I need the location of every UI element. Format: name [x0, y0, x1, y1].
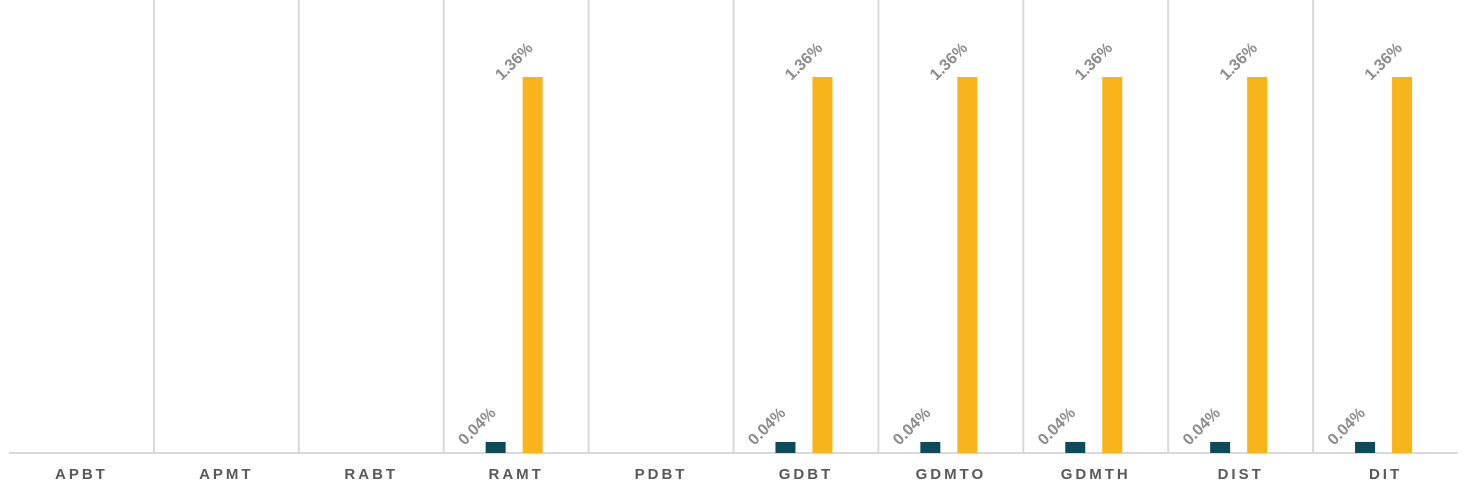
bar-series-2-gdmth [1102, 77, 1123, 453]
category-label-gdbt: GDBT [779, 466, 834, 483]
bar-series-2-gdmto [957, 77, 978, 453]
category-label-apmt: APMT [199, 466, 254, 483]
category-label-ramt: RAMT [488, 466, 543, 483]
bar-series-1-dist [1210, 441, 1231, 453]
bar-series-2-dist [1247, 77, 1268, 453]
category-label-apbt: APBT [55, 466, 108, 483]
category-label-rabt: RABT [344, 466, 398, 483]
bar-series-1-gdmto [920, 441, 941, 453]
category-label-pdbt: PDBT [635, 466, 688, 483]
bar-series-2-dit [1392, 77, 1413, 453]
category-label-dist: DIST [1218, 466, 1264, 483]
category-label-gdmth: GDMTH [1061, 466, 1131, 483]
category-label-dit: DIT [1369, 466, 1402, 483]
bar-series-2-ramt [522, 77, 543, 453]
bar-series-1-dit [1355, 441, 1376, 453]
bar-series-1-gdbt [775, 441, 796, 453]
bar-series-1-gdmth [1065, 441, 1086, 453]
bar-series-2-gdbt [812, 77, 833, 453]
category-label-gdmto: GDMTO [916, 466, 987, 483]
bar-series-1-ramt [485, 441, 506, 453]
